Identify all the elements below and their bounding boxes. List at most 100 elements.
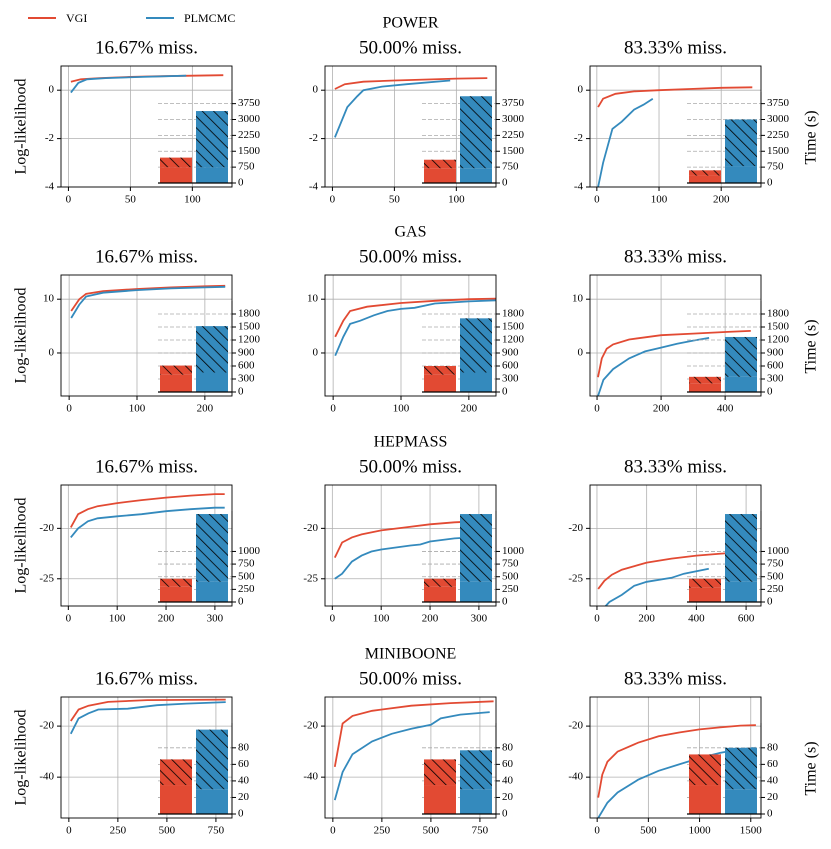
x-tick-label: 100 [651, 194, 668, 206]
y2-tick-label: 40 [238, 774, 250, 786]
x-tick-label: 400 [717, 403, 734, 415]
x-tick-label: 0 [594, 403, 600, 415]
series-line [70, 285, 226, 319]
axes-frame [60, 65, 233, 188]
hatch-overlay [160, 578, 192, 587]
y2-tick-label: 1200 [767, 334, 790, 346]
y2-tick-label: 0 [502, 808, 508, 820]
y2-tick-label: 300 [502, 373, 519, 385]
y-tick-label: -40 [568, 771, 583, 783]
y2-tick-label: 1200 [502, 334, 525, 346]
panel-title: 83.33% miss. [624, 668, 727, 689]
hatch-overlay [424, 759, 456, 786]
series-line [333, 519, 489, 558]
x-tick-label: 100 [393, 403, 410, 415]
y2-tick-label: 20 [238, 791, 250, 803]
x-tick-label: 0 [594, 825, 600, 837]
x-tick-label: 0 [66, 613, 72, 625]
y2-tick-label: 900 [238, 347, 255, 359]
y-tick-label: 10 [43, 293, 55, 305]
y2-tick-label: 1500 [238, 145, 261, 157]
hatch-overlay [196, 729, 228, 790]
y2-tick-label: 1000 [502, 545, 525, 557]
hatch-overlay [460, 318, 492, 373]
axes-frame [589, 696, 762, 819]
y2-axis-label: Time (s) [803, 110, 820, 164]
y2-tick-label: 750 [502, 161, 519, 173]
x-tick-label: 200 [638, 613, 655, 625]
y2-tick-label: 0 [502, 386, 508, 398]
series-line [334, 297, 496, 338]
y2-tick-label: 0 [238, 386, 244, 398]
y-tick-label: -4 [574, 181, 584, 193]
y2-tick-label: 750 [238, 558, 255, 570]
row-title: HEPMASS [374, 434, 448, 451]
legend-label: VGI [66, 11, 87, 25]
y2-axis-label: Time (s) [803, 319, 820, 373]
y2-tick-label: 2250 [502, 129, 525, 141]
x-tick-label: 500 [159, 825, 176, 837]
series-line [333, 700, 494, 768]
x-tick-label: 0 [330, 403, 336, 415]
series-line [334, 79, 451, 138]
series-line [604, 567, 709, 606]
y2-tick-label: 20 [767, 791, 779, 803]
hatch-overlay [160, 759, 192, 786]
row-title: MINIBOONE [365, 646, 457, 663]
y-tick-label: -25 [568, 572, 583, 584]
y2-tick-label: 250 [502, 583, 519, 595]
y2-tick-label: 750 [767, 161, 784, 173]
time-bar [424, 374, 456, 392]
x-tick-label: 200 [461, 403, 478, 415]
x-tick-label: 0 [66, 825, 72, 837]
time-bar [196, 789, 228, 814]
x-tick-label: 100 [373, 613, 390, 625]
x-tick-label: 0 [330, 825, 336, 837]
panel-title: 50.00% miss. [359, 456, 462, 477]
y2-tick-label: 1800 [767, 308, 790, 320]
time-bar [725, 581, 757, 602]
x-tick-label: 400 [688, 613, 705, 625]
time-bar [160, 167, 192, 183]
y-tick-label: -4 [45, 181, 55, 193]
axes-frame [324, 274, 497, 397]
time-bar [689, 383, 721, 392]
y-tick-label: -20 [568, 720, 583, 732]
y-tick-label: -20 [39, 720, 54, 732]
y-tick-label: 10 [307, 293, 319, 305]
x-tick-label: 0 [330, 613, 336, 625]
y2-tick-label: 0 [238, 177, 244, 189]
time-bar [460, 789, 492, 814]
time-bar [424, 168, 456, 183]
time-bar [424, 586, 456, 602]
time-bar [160, 586, 192, 602]
y2-tick-label: 3000 [767, 113, 790, 125]
hatch-overlay [689, 376, 721, 384]
y-tick-label: -2 [574, 132, 583, 144]
series-line [70, 493, 225, 528]
time-bar [725, 166, 757, 183]
y2-tick-label: 250 [238, 583, 255, 595]
time-bar [160, 785, 192, 814]
legend-label: PLMCMC [184, 11, 235, 25]
series-line [333, 711, 490, 801]
x-tick-label: 200 [197, 403, 214, 415]
y2-tick-label: 80 [238, 741, 250, 753]
x-tick-label: 300 [207, 613, 224, 625]
y2-tick-label: 900 [502, 347, 519, 359]
y-tick-label: -2 [309, 132, 318, 144]
y-axis-label: Log-likelihood [13, 498, 30, 594]
y-tick-label: 0 [578, 84, 584, 96]
hatch-overlay [460, 96, 492, 169]
time-bar [196, 167, 228, 183]
time-bar [160, 374, 192, 392]
panel-title: 16.67% miss. [95, 37, 198, 58]
y2-tick-label: 80 [767, 741, 779, 753]
y-tick-label: -2 [45, 132, 54, 144]
y2-tick-label: 600 [502, 360, 519, 372]
y-axis-label: Log-likelihood [13, 710, 30, 806]
y-tick-label: -25 [303, 572, 318, 584]
x-tick-label: 0 [66, 403, 72, 415]
series-line [597, 86, 753, 108]
